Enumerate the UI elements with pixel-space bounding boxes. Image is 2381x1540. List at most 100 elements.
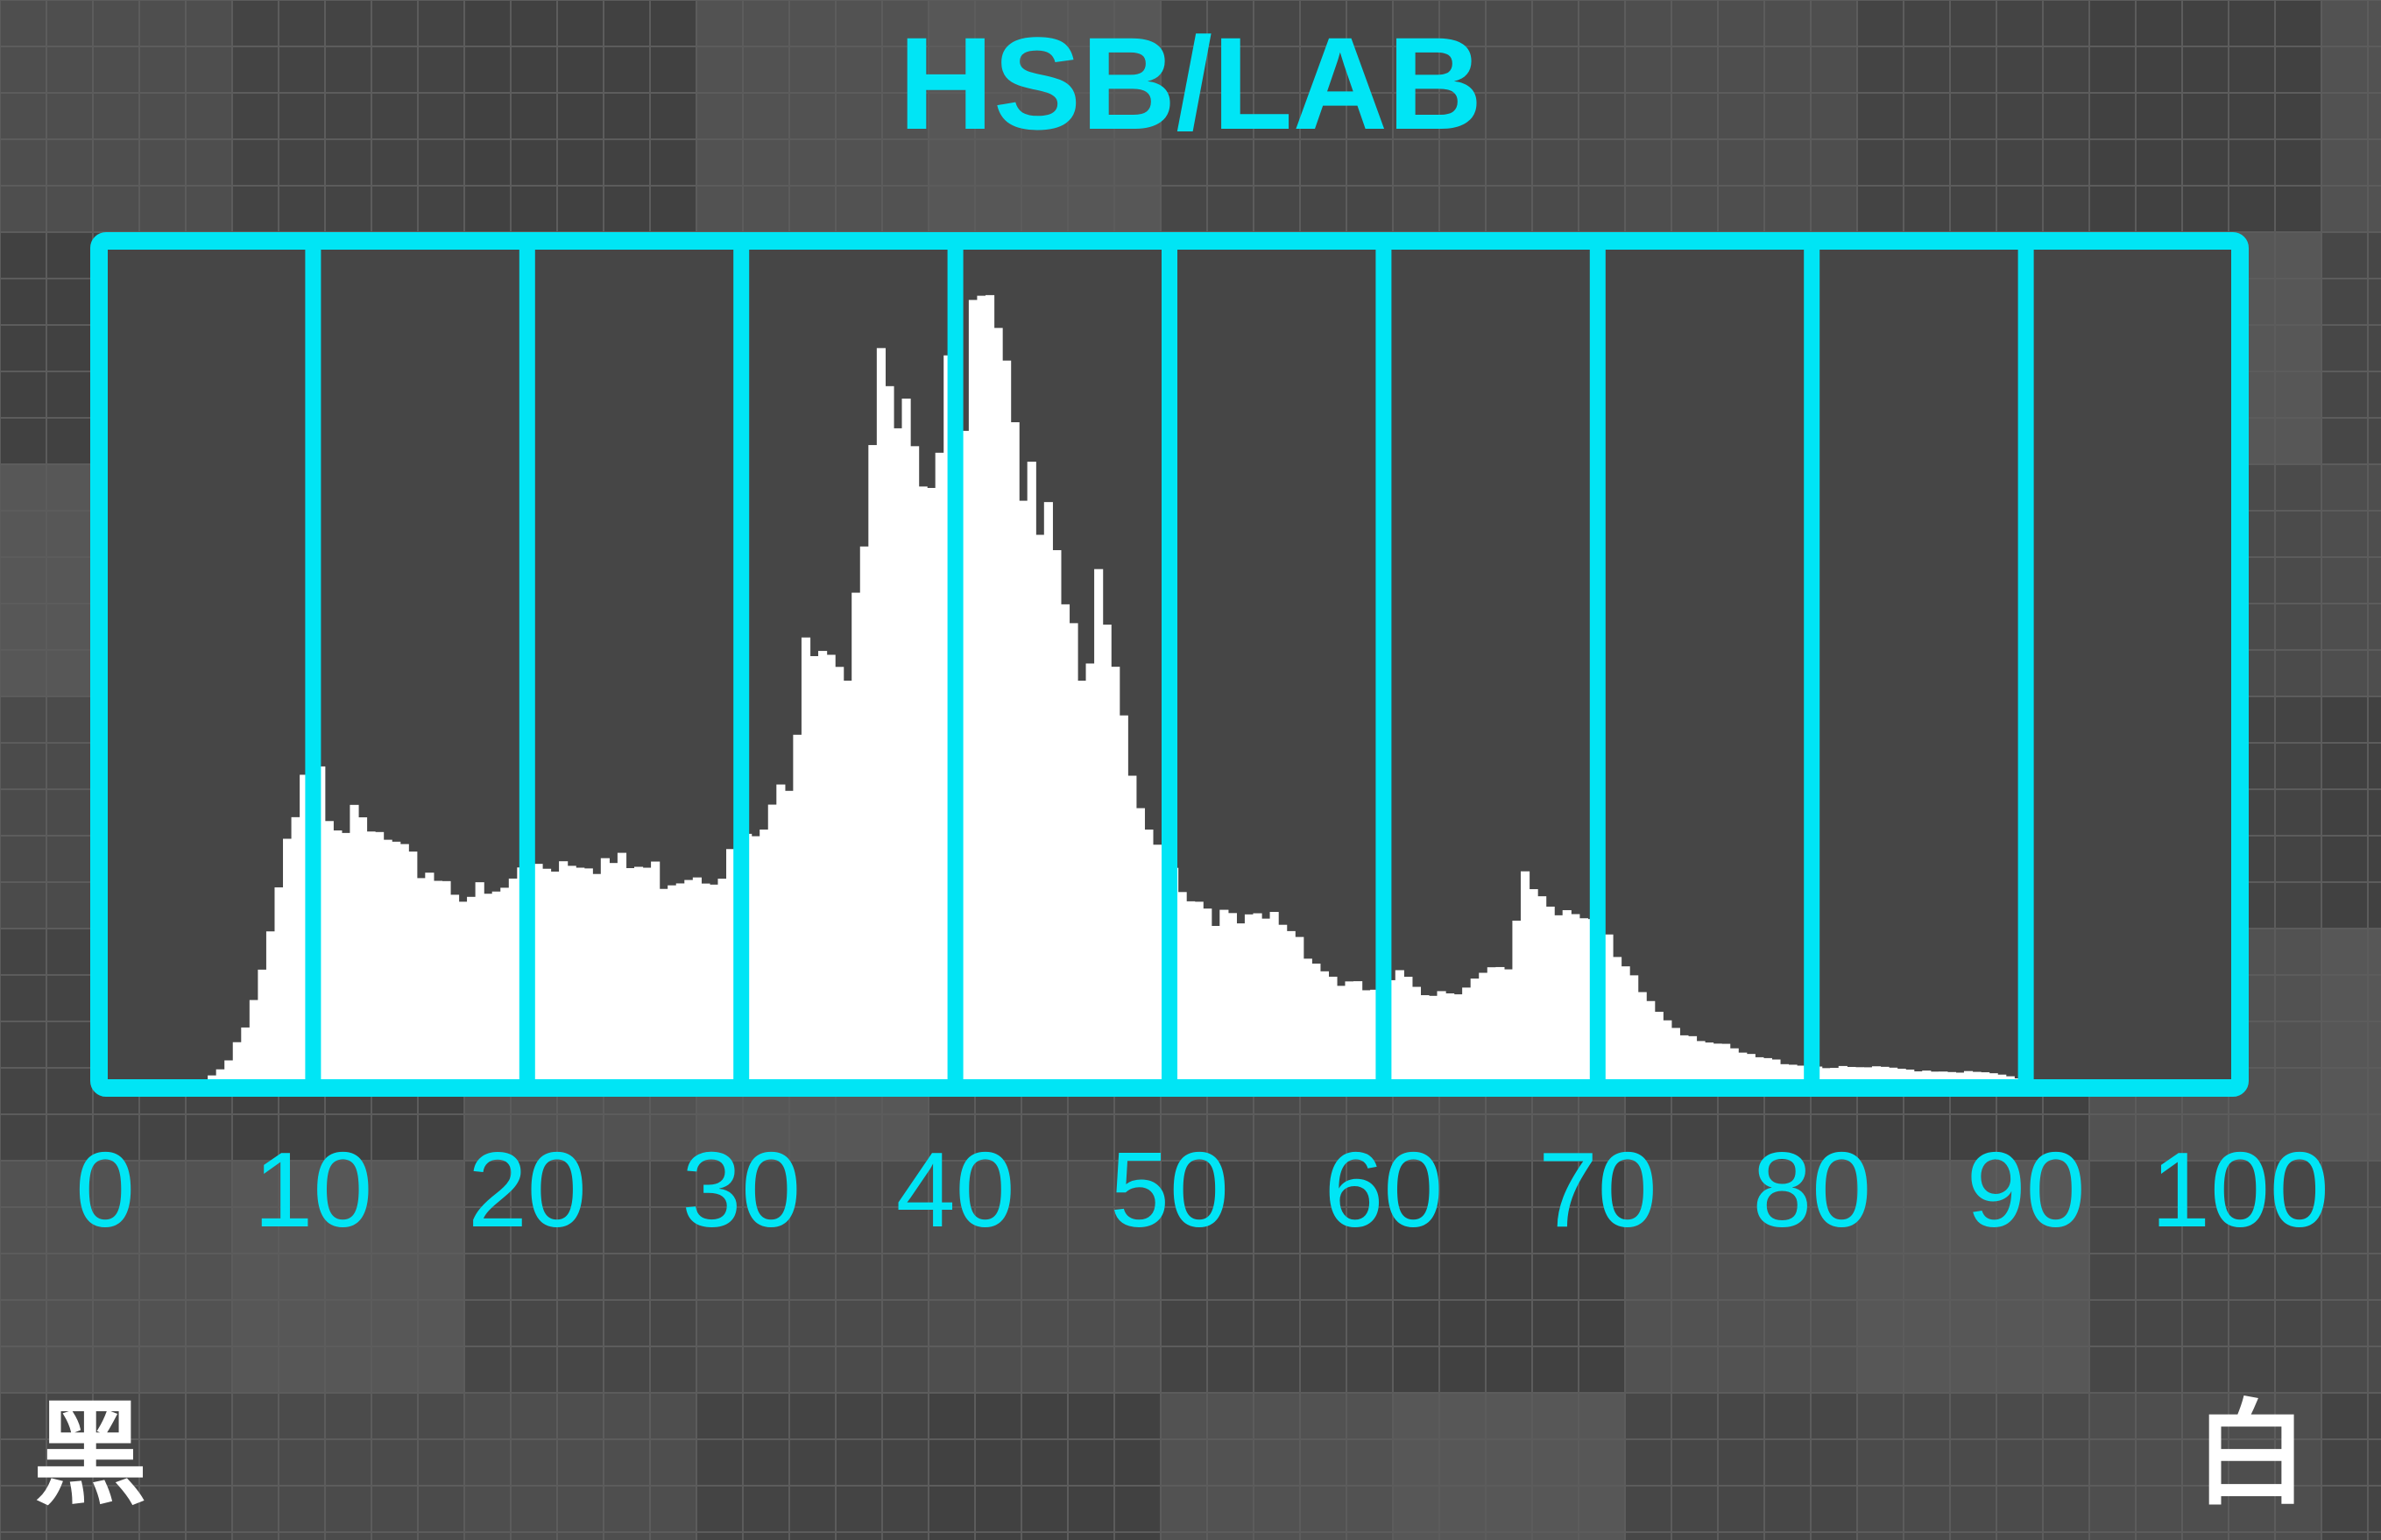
background-tile <box>2321 1393 2381 1540</box>
x-tick-label: 60 <box>1325 1130 1444 1249</box>
histogram-bar <box>1705 1042 1714 1088</box>
background-tile <box>1393 0 1625 232</box>
histogram-bar <box>1479 972 1488 1088</box>
histogram-bar <box>835 667 844 1088</box>
histogram-bar <box>375 831 385 1088</box>
histogram-bar <box>1554 915 1564 1088</box>
histogram-bar <box>241 1027 251 1088</box>
x-tick-label: 70 <box>1538 1130 1657 1249</box>
histogram-bar <box>1127 775 1137 1088</box>
histogram-bar <box>541 868 552 1088</box>
histogram-bar <box>760 829 769 1088</box>
background-tile <box>1161 1161 1393 1393</box>
background-tile <box>232 0 464 232</box>
histogram-bar <box>1654 1012 1664 1088</box>
histogram-bar <box>567 865 576 1088</box>
histogram-bar <box>1880 1066 1890 1088</box>
histogram-bar <box>467 896 477 1088</box>
histogram-bar <box>1177 892 1187 1088</box>
histogram-bar <box>1579 918 1588 1088</box>
histogram-bar <box>609 863 618 1088</box>
histogram-bar <box>408 851 418 1088</box>
histogram-bar <box>1637 992 1647 1088</box>
histogram-bar <box>1152 844 1162 1088</box>
histogram-bar <box>1729 1048 1739 1088</box>
histogram-bar <box>1420 995 1430 1088</box>
histogram-bar <box>1370 989 1380 1088</box>
histogram-bar <box>1571 914 1580 1088</box>
histogram-bar <box>717 879 727 1088</box>
histogram-bar <box>1135 808 1145 1088</box>
histogram-bar <box>885 385 894 1088</box>
histogram-bar <box>1345 981 1354 1088</box>
histogram-bar <box>1453 994 1463 1088</box>
histogram-bar <box>1755 1056 1764 1088</box>
histogram-bar <box>1797 1065 1806 1088</box>
background-tile <box>232 1393 464 1540</box>
histogram-bar <box>1871 1066 1882 1088</box>
background-tile <box>696 1161 929 1393</box>
histogram-bar <box>927 488 936 1088</box>
histogram-bar <box>283 838 293 1088</box>
background-tile <box>696 0 929 232</box>
histogram-bar <box>1520 871 1530 1088</box>
histogram-bar <box>1671 1028 1680 1088</box>
x-tick-label: 90 <box>1967 1130 2086 1249</box>
histogram-bar <box>1889 1067 1898 1088</box>
histogram-bar <box>1278 924 1288 1088</box>
background-tile <box>1393 1393 1625 1540</box>
histogram-bar <box>1470 978 1480 1088</box>
background-tile <box>232 1161 464 1393</box>
histogram-bar <box>818 651 828 1088</box>
histogram-bar <box>291 816 300 1088</box>
histogram-bar <box>1286 930 1296 1088</box>
histogram-bar <box>1303 958 1312 1088</box>
histogram-bar <box>659 888 668 1088</box>
histogram-bar <box>1019 500 1028 1088</box>
histogram-bar <box>366 831 376 1088</box>
background-tile <box>1625 0 1857 232</box>
histogram-bar <box>559 861 569 1088</box>
histogram-bar <box>893 427 903 1088</box>
histogram-bar <box>1821 1068 1831 1088</box>
histogram-bar <box>550 871 560 1088</box>
histogram-bar <box>583 868 593 1088</box>
x-tick-label: 80 <box>1752 1130 1871 1249</box>
background-tile <box>2321 0 2381 232</box>
histogram-bar <box>668 885 677 1088</box>
histogram-bar <box>324 821 334 1088</box>
histogram-bar <box>1855 1067 1864 1088</box>
histogram-bar <box>1319 971 1329 1088</box>
histogram-bar <box>1545 906 1555 1088</box>
background-tile <box>464 1393 696 1540</box>
histogram-bar <box>993 328 1003 1088</box>
histogram-bar <box>1604 934 1614 1088</box>
histogram-bar <box>1403 977 1413 1088</box>
chart-title: HSB/LAB <box>898 10 1483 157</box>
histogram-bar <box>1621 966 1630 1088</box>
histogram-bar <box>357 817 368 1088</box>
histogram-bar <box>300 774 309 1088</box>
histogram-bar <box>1687 1035 1698 1088</box>
histogram-bar <box>491 891 501 1088</box>
histogram-bar <box>1663 1020 1672 1088</box>
histogram-bar <box>692 877 702 1088</box>
histogram-bar <box>985 294 995 1088</box>
background-tile <box>0 1161 232 1393</box>
histogram-bar <box>1503 969 1514 1088</box>
histogram-bar <box>1905 1069 1915 1088</box>
background-tile <box>2089 0 2321 232</box>
histogram-bar <box>1203 908 1212 1088</box>
histogram-bar <box>1069 623 1078 1088</box>
histogram-bar <box>1411 986 1422 1088</box>
histogram-bar <box>399 844 409 1088</box>
histogram-bar <box>1646 1000 1656 1088</box>
histogram-bar <box>1119 715 1128 1088</box>
histogram-bar <box>1428 995 1438 1088</box>
background-tile <box>2321 232 2381 464</box>
histogram-bar <box>1462 987 1472 1088</box>
histogram-bar <box>1361 990 1371 1088</box>
background-tile <box>2321 696 2381 929</box>
histogram-bar <box>1211 926 1220 1088</box>
background-tile <box>1857 1161 2089 1393</box>
